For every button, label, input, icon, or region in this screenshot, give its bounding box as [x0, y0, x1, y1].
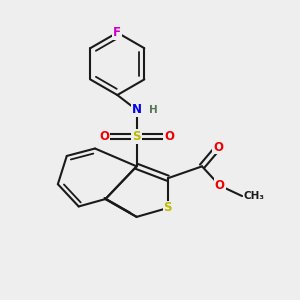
Text: O: O — [99, 130, 109, 143]
Text: N: N — [132, 103, 142, 116]
Text: O: O — [213, 140, 224, 154]
Text: F: F — [113, 26, 121, 39]
Text: O: O — [164, 130, 174, 143]
Text: H: H — [148, 105, 157, 115]
Text: O: O — [215, 179, 225, 192]
Text: S: S — [132, 130, 141, 143]
Text: CH₃: CH₃ — [244, 191, 265, 201]
Text: S: S — [164, 202, 172, 214]
